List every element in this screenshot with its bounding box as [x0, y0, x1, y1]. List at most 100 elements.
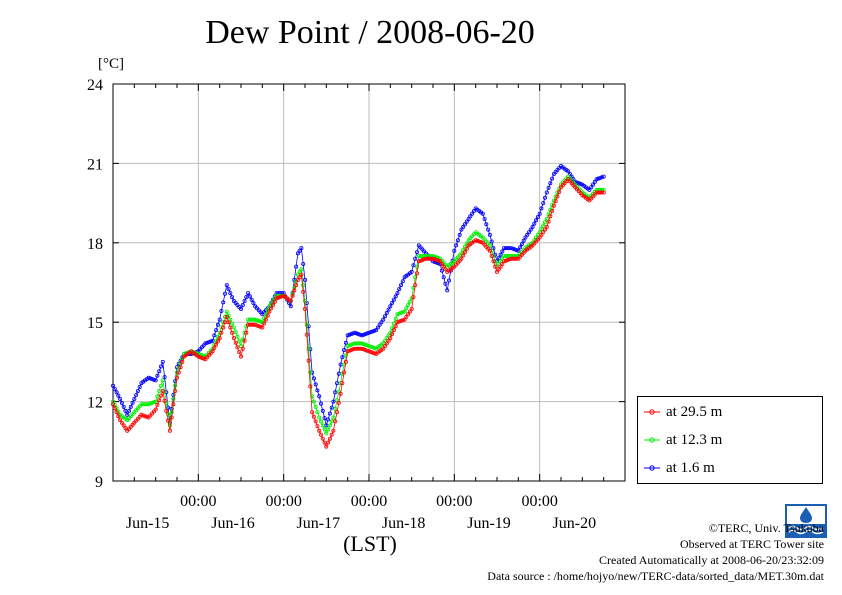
- data-point-1: [395, 312, 400, 317]
- data-point-0: [543, 227, 548, 232]
- data-point-2: [327, 411, 332, 416]
- data-point-2: [356, 332, 361, 337]
- data-point-0: [340, 381, 345, 386]
- data-point-1: [601, 187, 606, 192]
- data-point-2: [125, 412, 130, 417]
- data-point-1: [359, 341, 364, 346]
- terc-logo: [785, 504, 827, 538]
- data-point-0: [301, 289, 306, 294]
- data-point-0: [327, 436, 332, 441]
- data-point-0: [288, 298, 293, 303]
- data-point-2: [222, 291, 227, 296]
- data-point-0: [235, 345, 240, 350]
- data-point-2: [215, 322, 220, 327]
- data-point-0: [158, 393, 163, 398]
- data-point-2: [244, 295, 249, 300]
- data-point-2: [151, 377, 156, 382]
- created-text: Created Automatically at 2008-06-20/23:3…: [599, 553, 824, 567]
- data-point-1: [391, 321, 396, 326]
- data-point-2: [294, 264, 299, 269]
- data-point-0: [299, 272, 304, 277]
- data-point-0: [438, 259, 443, 264]
- data-point-0: [336, 400, 341, 405]
- data-point-0: [548, 214, 553, 219]
- data-point-2: [157, 369, 162, 374]
- data-point-2: [153, 378, 158, 383]
- data-point-2: [311, 376, 316, 381]
- data-point-0: [222, 320, 227, 325]
- data-point-1: [157, 388, 162, 393]
- data-point-0: [539, 232, 544, 237]
- data-point-2: [395, 291, 400, 296]
- legend-item-29-5m: at 29.5 m: [644, 401, 722, 423]
- data-point-2: [148, 376, 153, 381]
- data-point-2: [528, 227, 533, 232]
- data-point-2: [221, 300, 226, 305]
- data-point-0: [500, 261, 505, 266]
- x-time-label: 00:00: [436, 493, 472, 510]
- data-point-0: [276, 295, 281, 300]
- data-point-2: [457, 232, 462, 237]
- data-point-1: [500, 256, 505, 261]
- x-date-label: Jun-19: [467, 515, 511, 532]
- data-point-0: [493, 264, 498, 269]
- data-point-2: [530, 224, 535, 229]
- data-point-0: [240, 346, 245, 351]
- x-axis-label: (LST): [343, 531, 397, 556]
- data-point-2: [535, 214, 540, 219]
- data-point-2: [527, 230, 532, 235]
- data-point-2: [155, 373, 160, 378]
- data-point-1: [407, 299, 412, 304]
- data-point-2: [587, 187, 592, 192]
- data-point-0: [320, 436, 325, 441]
- data-point-0: [221, 325, 226, 330]
- data-point-0: [366, 349, 371, 354]
- data-point-1: [324, 431, 329, 436]
- data-point-2: [150, 377, 155, 382]
- data-point-0: [116, 414, 121, 419]
- data-point-0: [254, 323, 259, 328]
- data-point-0: [313, 419, 318, 424]
- data-point-2: [366, 330, 371, 335]
- data-point-1: [358, 341, 363, 346]
- data-point-1: [543, 220, 548, 225]
- data-point-0: [342, 370, 347, 375]
- data-point-2: [567, 171, 572, 176]
- data-point-1: [171, 396, 176, 401]
- data-point-2: [486, 227, 491, 232]
- data-point-0: [238, 354, 243, 359]
- data-point-0: [599, 190, 604, 195]
- data-point-0: [461, 253, 466, 258]
- data-point-2: [489, 239, 494, 244]
- data-point-2: [333, 390, 338, 395]
- data-point-0: [160, 388, 165, 393]
- data-point-2: [446, 278, 451, 283]
- data-point-2: [391, 297, 396, 302]
- data-point-2: [454, 243, 459, 248]
- data-point-2: [322, 416, 327, 421]
- data-point-2: [566, 169, 571, 174]
- data-point-1: [406, 302, 411, 307]
- data-point-1: [413, 275, 418, 280]
- data-point-1: [173, 383, 178, 388]
- data-point-0: [230, 330, 235, 335]
- data-point-0: [407, 309, 412, 314]
- y-unit-label: [°C]: [98, 56, 124, 72]
- data-point-2: [315, 388, 320, 393]
- data-point-0: [265, 313, 270, 318]
- data-point-0: [142, 414, 147, 419]
- data-point-2: [205, 340, 210, 345]
- data-point-2: [317, 394, 322, 399]
- data-point-0: [420, 257, 425, 262]
- data-point-1: [301, 283, 306, 288]
- data-point-2: [589, 185, 594, 190]
- observed-text: Observed at TERC Tower site: [679, 537, 824, 551]
- data-point-1: [404, 306, 409, 311]
- data-point-2: [121, 404, 126, 409]
- data-point-2: [340, 355, 345, 360]
- data-point-1: [333, 406, 338, 411]
- data-point-2: [468, 214, 473, 219]
- x-date-label: Jun-17: [297, 515, 341, 532]
- data-point-2: [452, 248, 457, 253]
- data-point-2: [249, 297, 254, 302]
